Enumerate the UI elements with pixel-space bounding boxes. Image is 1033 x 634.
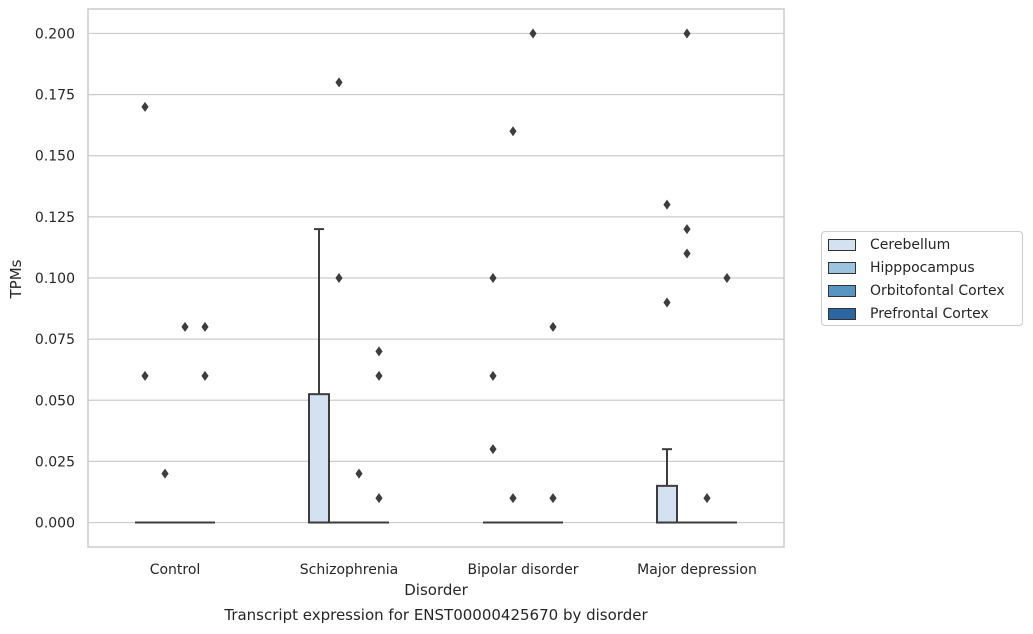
- outliers: [141, 28, 731, 504]
- outlier-point: [663, 199, 671, 210]
- outlier-point: [335, 77, 343, 88]
- x-axis-label: Disorder: [404, 581, 468, 599]
- outlier-point: [355, 468, 363, 479]
- legend-label: Orbitofontal Cortex: [870, 283, 1005, 299]
- legend-swatch: [828, 262, 856, 274]
- x-tick-label: Schizophrenia: [300, 562, 398, 578]
- y-tick-label: 0.050: [35, 393, 75, 409]
- y-tick-label: 0.025: [35, 454, 75, 470]
- legend-label: Cerebellum: [870, 237, 951, 253]
- x-tick-label: Bipolar disorder: [467, 562, 578, 578]
- box: [308, 393, 330, 524]
- outlier-point: [375, 493, 383, 504]
- legend-label: Hipppocampus: [870, 260, 975, 276]
- x-tick-label: Control: [150, 562, 201, 578]
- outlier-point: [489, 273, 497, 283]
- y-tick-label: 0.200: [35, 26, 75, 42]
- outlier-point: [201, 321, 209, 332]
- y-tick-label: 0.000: [35, 516, 75, 532]
- outlier-point: [375, 370, 383, 381]
- y-tick-label: 0.150: [35, 149, 75, 165]
- box-group: [656, 448, 678, 524]
- box-group: [308, 228, 330, 524]
- outlier-point: [683, 28, 691, 39]
- y-tick-label: 0.100: [35, 271, 75, 287]
- outlier-point: [549, 321, 557, 332]
- x-tick-labels: Control Schizophrenia Bipolar disorder Majo…: [150, 562, 757, 578]
- outlier-point: [489, 444, 497, 455]
- y-tick-label: 0.075: [35, 332, 75, 348]
- y-axis-label: TPMs: [7, 259, 25, 299]
- outlier-point: [141, 101, 149, 112]
- outlier-point: [703, 493, 711, 504]
- outlier-point: [549, 493, 557, 504]
- legend-swatch: [828, 308, 856, 320]
- plot-frame: [87, 8, 785, 548]
- legend-item: Prefrontal Cortex: [828, 304, 989, 324]
- outlier-point: [141, 370, 149, 381]
- y-tick-label: 0.125: [35, 210, 75, 226]
- boxes: [135, 228, 737, 524]
- outlier-point: [723, 273, 731, 283]
- y-tick-labels: 0.000 0.025 0.050 0.075 0.100 0.125 0.150 0.175…: [35, 26, 75, 531]
- outlier-point: [161, 468, 169, 479]
- legend-swatch: [828, 239, 856, 251]
- x-tick-label: Major depression: [637, 562, 757, 578]
- legend-label: Prefrontal Cortex: [870, 306, 989, 322]
- outlier-point: [181, 321, 189, 332]
- outlier-point: [683, 224, 691, 235]
- grid-lines: [88, 32, 784, 524]
- outlier-point: [335, 273, 343, 283]
- outlier-point: [509, 126, 517, 137]
- legend-swatch: [828, 285, 856, 297]
- legend-item: Orbitofontal Cortex: [828, 281, 1005, 301]
- outlier-point: [683, 248, 691, 259]
- chart-caption: Transcript expression for ENST0000042567…: [224, 606, 648, 624]
- outlier-point: [375, 346, 383, 357]
- legend-item: Cerebellum: [828, 235, 950, 255]
- y-tick-label: 0.175: [35, 88, 75, 104]
- outlier-point: [509, 493, 517, 504]
- outlier-point: [529, 28, 537, 39]
- legend-item: Hipppocampus: [828, 258, 975, 278]
- box: [656, 484, 678, 524]
- outlier-point: [663, 297, 671, 308]
- legend: Cerebellum Hipppocampus Orbitofontal Cor…: [821, 231, 1023, 326]
- outlier-point: [489, 370, 497, 381]
- outlier-point: [201, 370, 209, 381]
